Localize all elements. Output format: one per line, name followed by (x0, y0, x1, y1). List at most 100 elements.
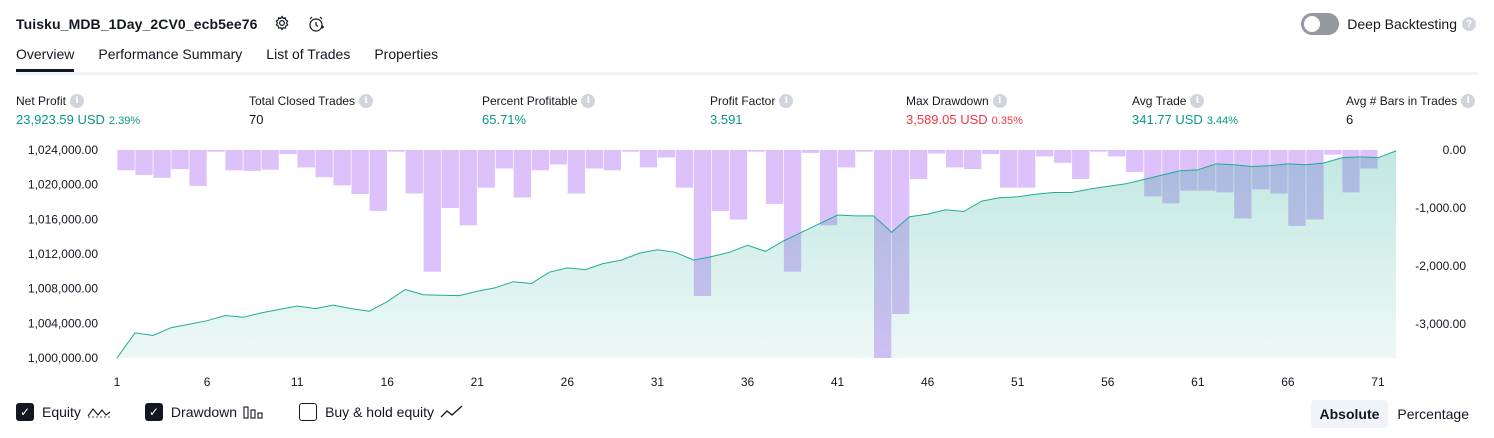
info-icon[interactable]: i (359, 94, 374, 108)
drawdown-bar (279, 150, 297, 155)
header: Tuisku_MDB_1Day_2CV0_ecb5ee76 (16, 12, 326, 36)
drawdown-bar (711, 150, 730, 211)
drawdown-bars-icon (243, 405, 265, 419)
info-icon[interactable]: i (1461, 94, 1476, 108)
y-tick-label: 1,020,000.00 (28, 178, 98, 192)
drawdown-bar (1090, 150, 1108, 152)
alarm-clock-icon[interactable] (306, 14, 326, 34)
info-icon[interactable]: i (779, 94, 794, 108)
help-icon[interactable]: ? (1462, 17, 1476, 31)
drawdown-tick-label: -1,000.00 (1415, 201, 1466, 215)
drawdown-bar (729, 150, 748, 220)
tab-performance-summary[interactable]: Performance Summary (98, 46, 243, 62)
info-icon[interactable]: i (581, 94, 596, 108)
drawdown-bar (1072, 150, 1090, 179)
drawdown-bar (315, 150, 333, 178)
info-icon[interactable]: i (992, 94, 1007, 108)
drawdown-bar (621, 150, 640, 152)
drawdown-bar (855, 150, 874, 152)
y-tick-label: 1,000,000.00 (28, 351, 98, 365)
x-tick-label: 31 (651, 375, 665, 389)
drawdown-bar (837, 150, 856, 168)
legend-equity[interactable]: ✓ Equity (16, 403, 111, 421)
metric-percent: 3.44% (1206, 115, 1239, 127)
buy-hold-line-icon (440, 405, 464, 419)
x-tick-label: 61 (1191, 375, 1205, 389)
drawdown-bar (297, 150, 315, 168)
drawdown-bar (1018, 150, 1036, 188)
drawdown-bar (225, 150, 243, 171)
absolute-button[interactable]: Absolute (1310, 400, 1389, 428)
drawdown-bar (441, 150, 459, 208)
equity-drawdown-chart: 1,024,000.00 1,020,000.00 1,016,000.00 1,01… (28, 143, 1467, 389)
drawdown-bar (261, 150, 279, 170)
y-tick-label: 1,004,000.00 (28, 316, 98, 330)
metric-net-profit: Net Profit i 23,923.59 USD 2.39% (16, 94, 140, 127)
y-tick-label: 1,012,000.00 (28, 247, 98, 261)
drawdown-bar (585, 150, 603, 169)
drawdown-bar (405, 150, 423, 194)
drawdown-bar (423, 150, 441, 272)
legend-drawdown-label: Drawdown (170, 404, 238, 420)
drawdown-tick-label: -2,000.00 (1415, 259, 1466, 273)
info-icon[interactable]: i (70, 94, 85, 108)
metric-value: 23,923.59 USD (16, 112, 105, 127)
drawdown-bar (657, 150, 676, 158)
x-tick-label: 36 (741, 375, 755, 389)
deep-backtesting-toggle[interactable] (1301, 13, 1340, 35)
metric-value: 65.71% (482, 112, 527, 127)
drawdown-bar (153, 150, 171, 178)
tab-properties[interactable]: Properties (374, 46, 439, 62)
percentage-button[interactable]: Percentage (1397, 406, 1469, 422)
legend-buy-hold-label: Buy & hold equity (325, 404, 435, 420)
deep-backtesting-label: Deep Backtesting (1347, 16, 1457, 32)
legend-buy-hold[interactable]: Buy & hold equity (299, 403, 464, 421)
x-tick-label: 51 (1011, 375, 1025, 389)
x-tick-label: 46 (921, 375, 935, 389)
metric-label: Avg Trade (1132, 94, 1187, 108)
drawdown-tick-label: -3,000.00 (1415, 317, 1466, 331)
y-tick-label: 1,016,000.00 (28, 212, 98, 226)
tab-list-of-trades[interactable]: List of Trades (266, 46, 351, 62)
info-icon[interactable]: i (1190, 94, 1205, 108)
drawdown-bar (1324, 150, 1342, 155)
drawdown-bar (477, 150, 495, 188)
y-tick-label: 1,008,000.00 (28, 282, 98, 296)
metric-label: Avg # Bars in Trades (1346, 94, 1458, 108)
metric-avg-bars-in-trades: Avg # Bars in Trades i 6 (1346, 94, 1476, 127)
drawdown-checkbox[interactable]: ✓ (144, 403, 163, 421)
metric-value: 3.591 (710, 112, 743, 127)
drawdown-bar (747, 150, 766, 152)
drawdown-bar (1054, 150, 1072, 163)
tab-divider (16, 72, 1478, 75)
drawdown-bar (603, 150, 621, 171)
x-tick-label: 1 (114, 375, 121, 389)
y-tick-label: 1,024,000.00 (28, 143, 98, 157)
drawdown-bar (946, 150, 964, 168)
buy-hold-checkbox[interactable] (299, 403, 318, 421)
drawdown-bar (982, 150, 1000, 155)
toggle-knob (1304, 16, 1321, 32)
metric-label: Percent Profitable (482, 94, 578, 108)
drawdown-bar (567, 150, 585, 194)
legend-equity-label: Equity (42, 404, 81, 420)
scale-mode-switch: Absolute Percentage (1310, 400, 1479, 428)
drawdown-bar (819, 150, 838, 226)
drawdown-bar (639, 150, 658, 168)
settings-gear-icon[interactable] (272, 14, 292, 34)
drawdown-bar (333, 150, 351, 186)
x-tick-label: 11 (291, 375, 304, 389)
metric-avg-trade: Avg Trade i 341.77 USD 3.44% (1132, 94, 1238, 127)
x-tick-label: 16 (381, 375, 395, 389)
metric-percent-profitable: Percent Profitable i 65.71% (482, 94, 596, 127)
metric-percent: 2.39% (108, 115, 141, 127)
x-tick-label: 66 (1281, 375, 1295, 389)
x-tick-label: 21 (471, 375, 485, 389)
tab-overview[interactable]: Overview (16, 46, 75, 72)
equity-checkbox[interactable]: ✓ (16, 403, 34, 421)
drawdown-bar (495, 150, 513, 169)
drawdown-tick-label: 0.00 (1443, 143, 1467, 157)
legend-drawdown[interactable]: ✓ Drawdown (144, 403, 265, 421)
x-tick-label: 56 (1101, 375, 1115, 389)
drawdown-bar (928, 150, 946, 154)
